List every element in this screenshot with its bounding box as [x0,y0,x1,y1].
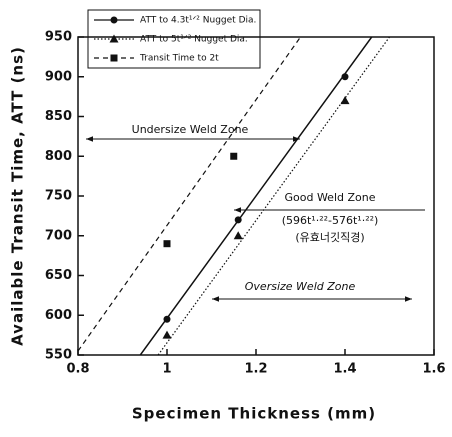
series-line [139,37,373,355]
annotations: Undersize Weld Zone Good Weld Zone (596t… [86,123,425,302]
legend-label: ATT to 4.3t¹ᐟ² Nugget Dia. [140,16,256,26]
x-tick-label: 0.8 [66,362,89,377]
point [234,216,242,224]
point [340,96,350,105]
annotation: (유효너깃직경) [295,231,364,244]
y-tick-label: 750 [45,189,72,204]
y-tick-label: 950 [45,30,72,45]
y-tick-label: 800 [45,149,72,164]
point [233,231,243,240]
legend-label: Transit Time to 2t [139,54,219,64]
series-line [157,37,390,355]
legend-marker [110,54,118,62]
x-tick-label: 1.2 [244,362,267,377]
x-tick-label: 1 [162,362,171,377]
annotation: Oversize Weld Zone [245,280,356,293]
annotation: (596t¹·²²-576t¹·²²) [282,214,379,227]
point [163,315,171,323]
series-line [78,37,301,352]
legend-label: ATT to 5t¹ᐟ² Nugget Dia. [140,35,248,45]
y-tick-label: 900 [45,69,72,84]
y-tick-label: 650 [45,268,72,283]
x-tick-label: 1.6 [422,362,445,377]
y-tick-label: 850 [45,109,72,124]
legend-marker [109,34,119,43]
point [341,73,349,81]
y-tick-label: 550 [45,348,72,363]
annotation: Good Weld Zone [284,191,375,204]
point [230,152,238,160]
y-tick-label: 600 [45,308,72,323]
legend-marker [110,16,118,24]
point [163,240,171,248]
annotation: Undersize Weld Zone [132,123,249,136]
legend-box [87,9,261,69]
x-tick-label: 1.4 [333,362,356,377]
x-axis-title: Specimen Thickness (mm) [132,405,376,423]
y-tick-label: 700 [45,228,72,243]
y-axis-title: Available Transit Time, ATT (ns) [9,46,27,346]
point [162,330,172,339]
